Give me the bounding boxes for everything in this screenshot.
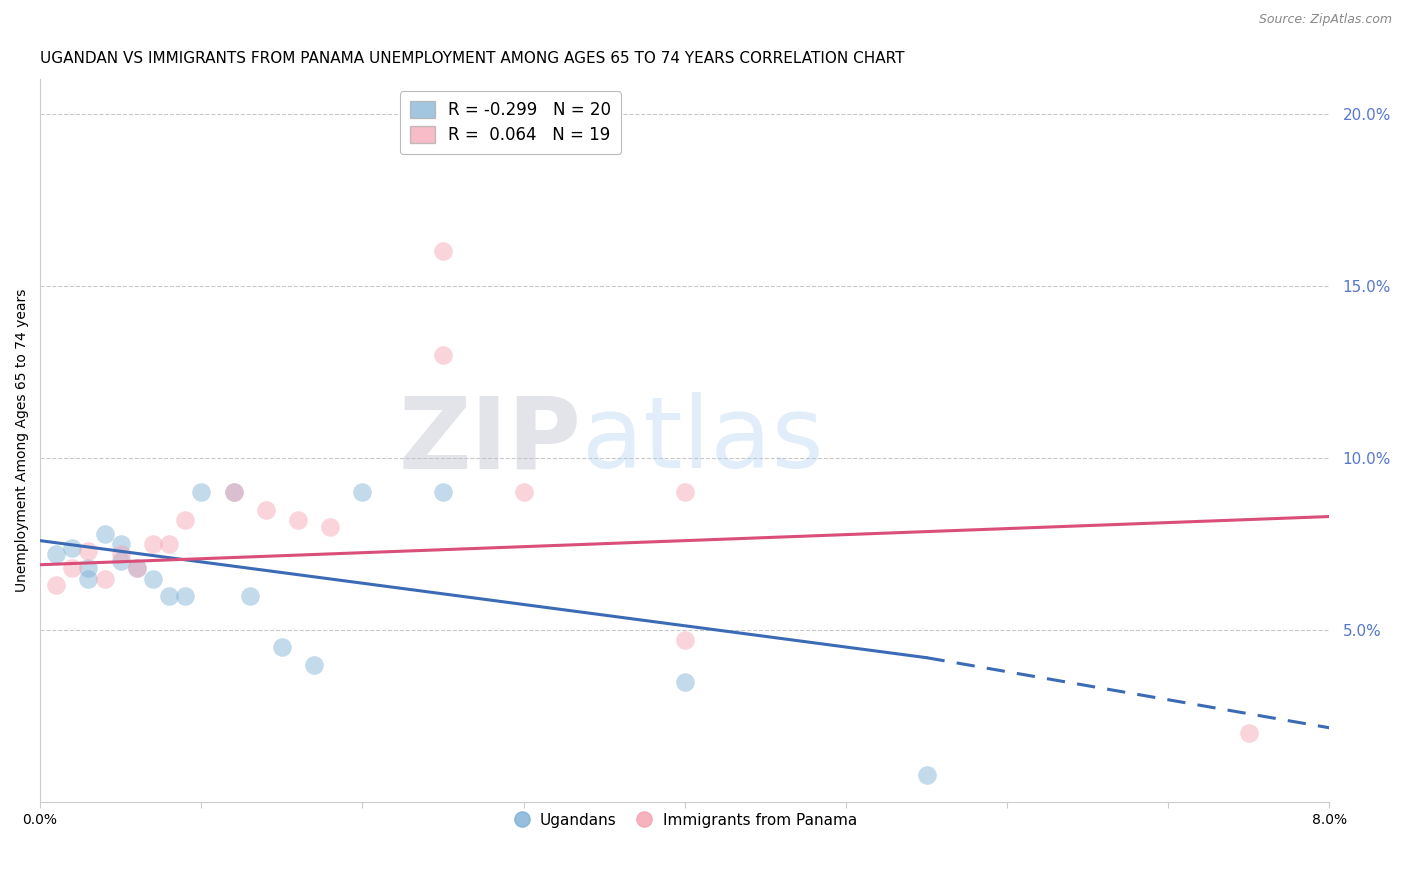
Point	[352, 485, 374, 500]
Point	[270, 640, 292, 655]
Point	[302, 657, 325, 672]
Point	[1237, 726, 1260, 740]
Point	[45, 548, 67, 562]
Point	[110, 548, 132, 562]
Point	[157, 589, 180, 603]
Point	[110, 554, 132, 568]
Point	[60, 541, 83, 555]
Point	[239, 589, 262, 603]
Point	[174, 513, 197, 527]
Legend: Ugandans, Immigrants from Panama: Ugandans, Immigrants from Panama	[506, 807, 863, 834]
Point	[254, 502, 277, 516]
Point	[432, 244, 454, 259]
Point	[142, 572, 165, 586]
Point	[110, 537, 132, 551]
Text: UGANDAN VS IMMIGRANTS FROM PANAMA UNEMPLOYMENT AMONG AGES 65 TO 74 YEARS CORRELA: UGANDAN VS IMMIGRANTS FROM PANAMA UNEMPL…	[41, 51, 904, 66]
Point	[60, 561, 83, 575]
Point	[190, 485, 212, 500]
Text: ZIP: ZIP	[399, 392, 582, 490]
Point	[673, 674, 696, 689]
Point	[77, 561, 100, 575]
Point	[93, 572, 115, 586]
Point	[125, 561, 148, 575]
Point	[432, 348, 454, 362]
Point	[512, 485, 534, 500]
Point	[222, 485, 245, 500]
Point	[174, 589, 197, 603]
Point	[432, 485, 454, 500]
Point	[125, 561, 148, 575]
Point	[93, 526, 115, 541]
Point	[157, 537, 180, 551]
Y-axis label: Unemployment Among Ages 65 to 74 years: Unemployment Among Ages 65 to 74 years	[15, 289, 30, 592]
Text: Source: ZipAtlas.com: Source: ZipAtlas.com	[1258, 13, 1392, 27]
Point	[142, 537, 165, 551]
Point	[222, 485, 245, 500]
Point	[45, 578, 67, 592]
Point	[673, 633, 696, 648]
Point	[287, 513, 309, 527]
Point	[77, 572, 100, 586]
Point	[319, 520, 342, 534]
Text: atlas: atlas	[582, 392, 824, 490]
Point	[77, 544, 100, 558]
Point	[915, 768, 938, 782]
Point	[673, 485, 696, 500]
